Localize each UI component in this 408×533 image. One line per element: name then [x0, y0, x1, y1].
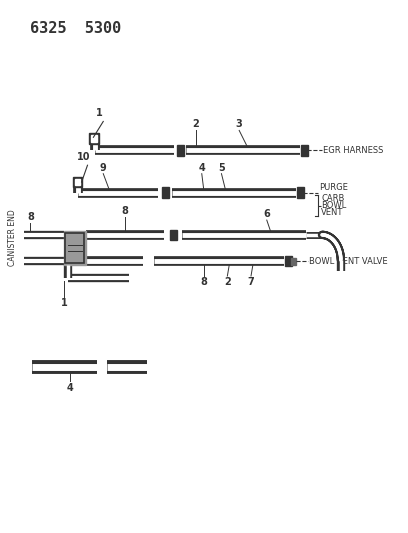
Bar: [177, 145, 184, 156]
Bar: [89, 133, 99, 144]
Text: 4: 4: [67, 383, 73, 392]
Bar: [64, 231, 86, 265]
Text: CANISTER END: CANISTER END: [8, 209, 17, 266]
Bar: [170, 230, 177, 240]
Text: 8: 8: [27, 212, 34, 222]
Text: BOWL: BOWL: [321, 201, 346, 211]
Text: CARB: CARB: [321, 195, 344, 204]
Text: BOWL VENT VALVE: BOWL VENT VALVE: [309, 257, 388, 266]
Bar: [291, 257, 295, 265]
Text: 8: 8: [122, 206, 129, 216]
Bar: [91, 135, 98, 142]
Bar: [75, 179, 80, 185]
Text: PURGE: PURGE: [319, 183, 348, 192]
Text: 5: 5: [218, 163, 225, 173]
Text: VENT: VENT: [321, 208, 344, 217]
Text: 1: 1: [60, 298, 67, 308]
Text: EGR HARNESS: EGR HARNESS: [323, 146, 384, 155]
Bar: [297, 188, 304, 198]
Bar: [65, 233, 84, 263]
Text: 3: 3: [236, 119, 243, 130]
Text: 8: 8: [200, 277, 207, 287]
Text: 2: 2: [193, 119, 199, 130]
Text: 6: 6: [264, 209, 270, 219]
Bar: [162, 188, 169, 198]
Text: 9: 9: [100, 163, 106, 173]
Text: 1: 1: [96, 108, 103, 118]
Bar: [73, 177, 82, 188]
Text: 4: 4: [198, 163, 205, 173]
Text: 6325  5300: 6325 5300: [30, 21, 122, 36]
Bar: [285, 256, 292, 266]
Text: 2: 2: [224, 277, 231, 287]
Text: 7: 7: [248, 277, 254, 287]
Text: 10: 10: [77, 152, 90, 162]
Bar: [301, 145, 308, 156]
